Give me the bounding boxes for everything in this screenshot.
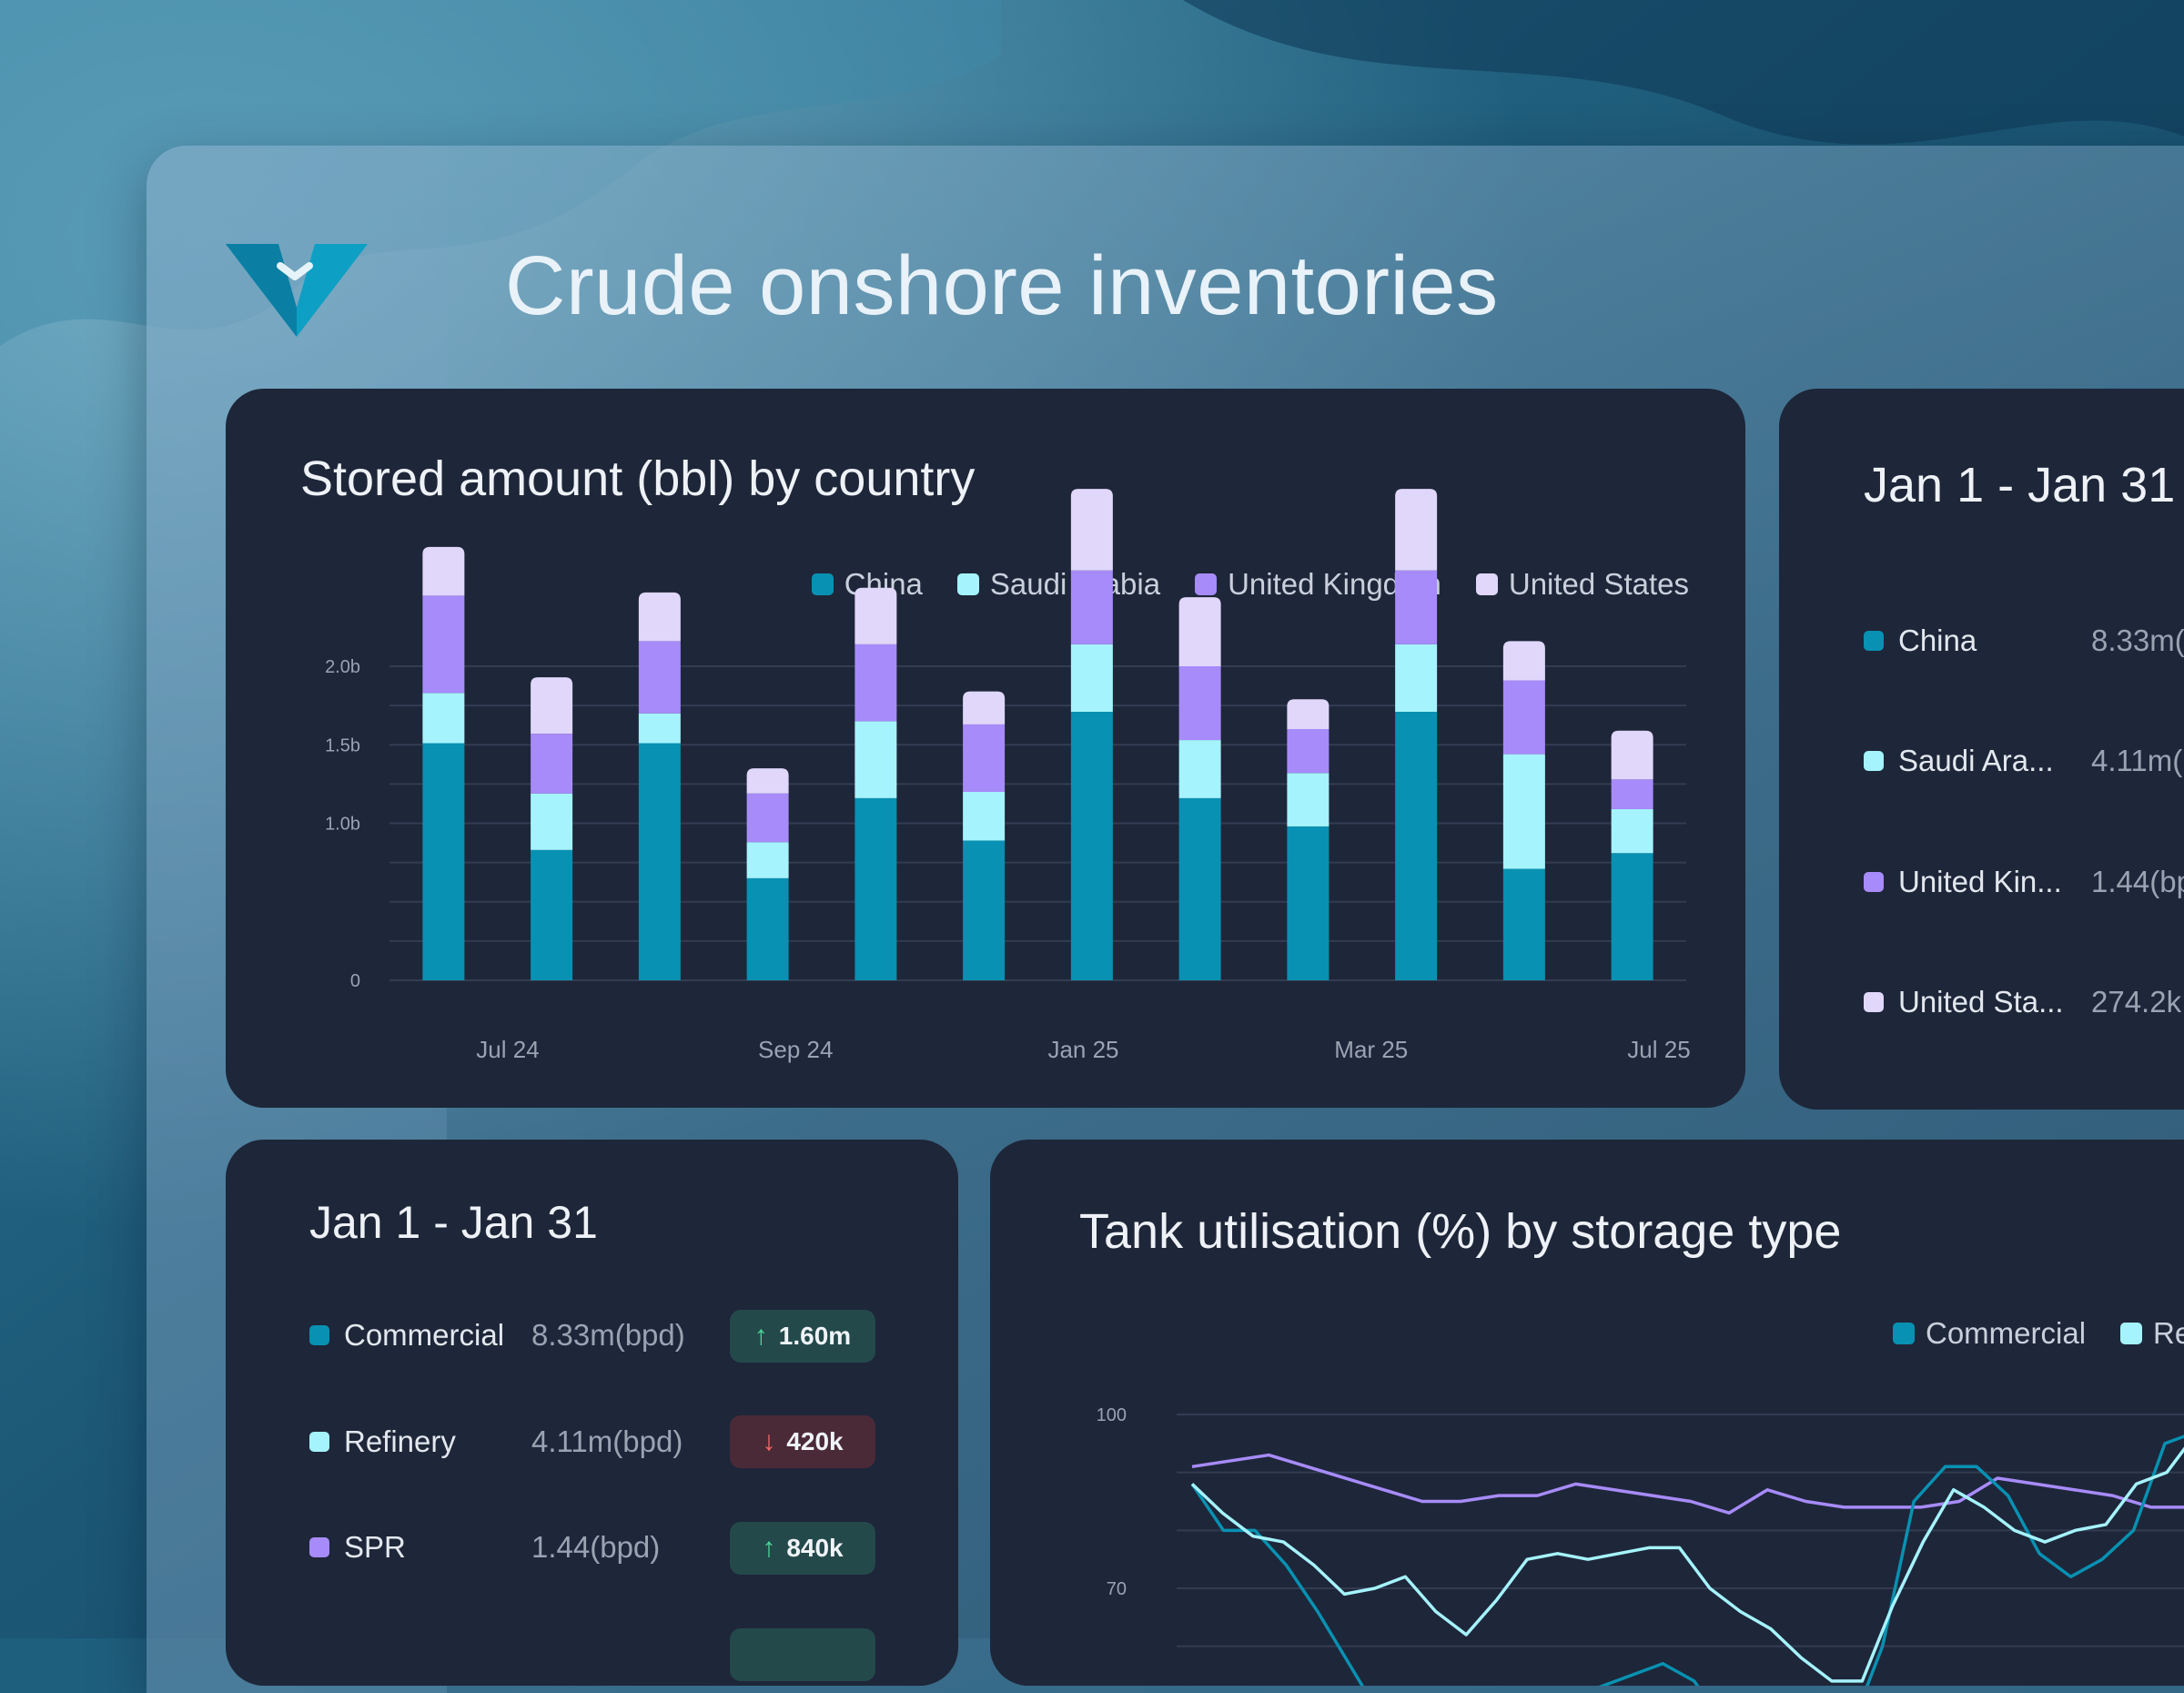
bar-segment-united-states (1178, 597, 1221, 666)
legend-item-refinery[interactable]: Re (2120, 1316, 2184, 1351)
country-row-united-kingdom[interactable]: United Kin... 1.44(bp (1864, 865, 2184, 899)
x-tick-label: Jul 25 (1627, 1036, 1690, 1063)
bar-segment-saudi-arabia (963, 792, 1006, 841)
bar-segment-united-states (963, 691, 1006, 725)
bar-segment-china (638, 743, 681, 980)
bar-segment-united-states (638, 592, 681, 642)
bar-segment-china (963, 840, 1006, 980)
storage-row-spr[interactable]: SPR 1.44(bpd) (309, 1530, 660, 1565)
country-row-united-states[interactable]: United Sta... 274.2k (1864, 985, 2181, 1019)
bar-segment-china (1611, 853, 1653, 980)
y-tick-label: 70 (1107, 1579, 1127, 1599)
bar-segment-united-states (854, 587, 897, 644)
legend-item-commercial[interactable]: Commercial (1893, 1316, 2086, 1351)
bar-segment-saudi-arabia (854, 721, 897, 798)
bar-segment-china (854, 797, 897, 980)
bar-segment-saudi-arabia (1178, 740, 1221, 798)
bar-segment-saudi-arabia (1611, 808, 1653, 854)
bar-segment-china (531, 849, 573, 980)
bar-segment-united-states (422, 546, 465, 596)
bar-segment-united-kingdom (1395, 570, 1438, 644)
bar-segment-united-states (1070, 489, 1113, 571)
x-tick-label: Jan 25 (1047, 1036, 1118, 1063)
tank-utilisation-title: Tank utilisation (%) by storage type (1079, 1204, 1842, 1259)
y-tick-label: 1.5b (325, 735, 360, 755)
change-badge-refinery: ↓ 420k (730, 1415, 875, 1468)
bar-segment-united-states (1395, 489, 1438, 571)
y-tick-label: 100 (1097, 1405, 1127, 1425)
arrow-up-icon: ↑ (753, 1321, 768, 1351)
change-badge-spr: ↑ 840k (730, 1522, 875, 1575)
bar-segment-china (1070, 712, 1113, 980)
page-title: Crude onshore inventories (505, 239, 1499, 332)
stored-amount-card: Stored amount (bbl) by country China Sau… (226, 389, 1745, 1108)
y-tick-label: 2.0b (325, 657, 360, 677)
bar-segment-china (422, 743, 465, 980)
bar-segment-united-kingdom (1502, 680, 1545, 755)
country-row-china[interactable]: China 8.33m( (1864, 623, 2184, 658)
bar-segment-saudi-arabia (746, 842, 789, 878)
y-tick-label: 1.0b (325, 815, 360, 835)
stored-amount-chart: 0 1.0b 1.5b 2.0b Jul 24 Sep 24 Jan 25 Mar 25 Jul… (325, 489, 1691, 1063)
country-row-saudi-arabia[interactable]: Saudi Ara... 4.11m( (1864, 744, 2182, 778)
bar-segment-united-states (531, 677, 573, 735)
brand-logo-icon (226, 244, 368, 337)
bar-segment-saudi-arabia (1395, 644, 1438, 713)
bar-segment-united-kingdom (963, 724, 1006, 792)
x-tick-label: Mar 25 (1334, 1036, 1408, 1063)
tank-utilisation-chart: 70 100 (1097, 1405, 2184, 1686)
bar-segment-china (1502, 868, 1545, 980)
tank-utilisation-card: Tank utilisation (%) by storage type Com… (990, 1140, 2184, 1686)
bar-segment-china (1287, 826, 1330, 980)
tank-utilisation-legend: Commercial Re (1893, 1316, 2184, 1351)
series-line-storage (1191, 1453, 2184, 1515)
arrow-down-icon: ↓ (762, 1426, 776, 1456)
country-summary-card: Jan 1 - Jan 31 China 8.33m( Saudi Ara...… (1779, 389, 2184, 1110)
bar-segment-united-states (1611, 730, 1653, 780)
bar-segment-china (746, 877, 789, 980)
bar-segment-united-kingdom (531, 734, 573, 794)
country-summary-title: Jan 1 - Jan 31 (1864, 458, 2176, 512)
bar-segment-united-kingdom (638, 641, 681, 714)
bar-segment-saudi-arabia (531, 793, 573, 850)
series-line-commercial (1190, 1434, 2184, 1686)
arrow-up-icon: ↑ (762, 1533, 776, 1563)
bar-segment-united-kingdom (422, 595, 465, 694)
bar-segment-china (1395, 712, 1438, 980)
storage-row-refinery[interactable]: Refinery 4.11m(bpd) (309, 1424, 682, 1459)
bar-segment-united-states (1502, 641, 1545, 681)
stored-amount-title: Stored amount (bbl) by country (300, 451, 976, 506)
bar-segment-saudi-arabia (638, 713, 681, 744)
bar-segment-united-kingdom (1178, 666, 1221, 741)
change-badge-partial (730, 1628, 875, 1681)
bar-segment-united-kingdom (746, 793, 789, 843)
bar-segment-china (1178, 797, 1221, 980)
bar-segment-saudi-arabia (422, 693, 465, 744)
bar-segment-saudi-arabia (1502, 754, 1545, 869)
x-tick-label: Jul 24 (476, 1036, 539, 1063)
series-line-refinery (1190, 1446, 2184, 1683)
storage-summary-title: Jan 1 - Jan 31 (309, 1197, 598, 1248)
storage-summary-card: Jan 1 - Jan 31 Commercial 8.33m(bpd) ↑ 1.… (226, 1140, 958, 1686)
bar-segment-united-states (1287, 699, 1330, 729)
bar-segment-united-kingdom (1287, 729, 1330, 774)
storage-row-commercial[interactable]: Commercial 8.33m(bpd) (309, 1318, 685, 1353)
bar-segment-united-states (746, 768, 789, 794)
change-badge-commercial: ↑ 1.60m (730, 1310, 875, 1363)
bar-segment-united-kingdom (1070, 570, 1113, 644)
bar-segment-saudi-arabia (1070, 644, 1113, 713)
bar-segment-united-kingdom (1611, 779, 1653, 809)
bar-segment-united-kingdom (854, 644, 897, 722)
legend-item-united-states[interactable]: United States (1475, 567, 1689, 602)
x-tick-label: Sep 24 (758, 1036, 833, 1063)
bar-segment-saudi-arabia (1287, 773, 1330, 826)
y-tick-label: 0 (350, 971, 360, 991)
